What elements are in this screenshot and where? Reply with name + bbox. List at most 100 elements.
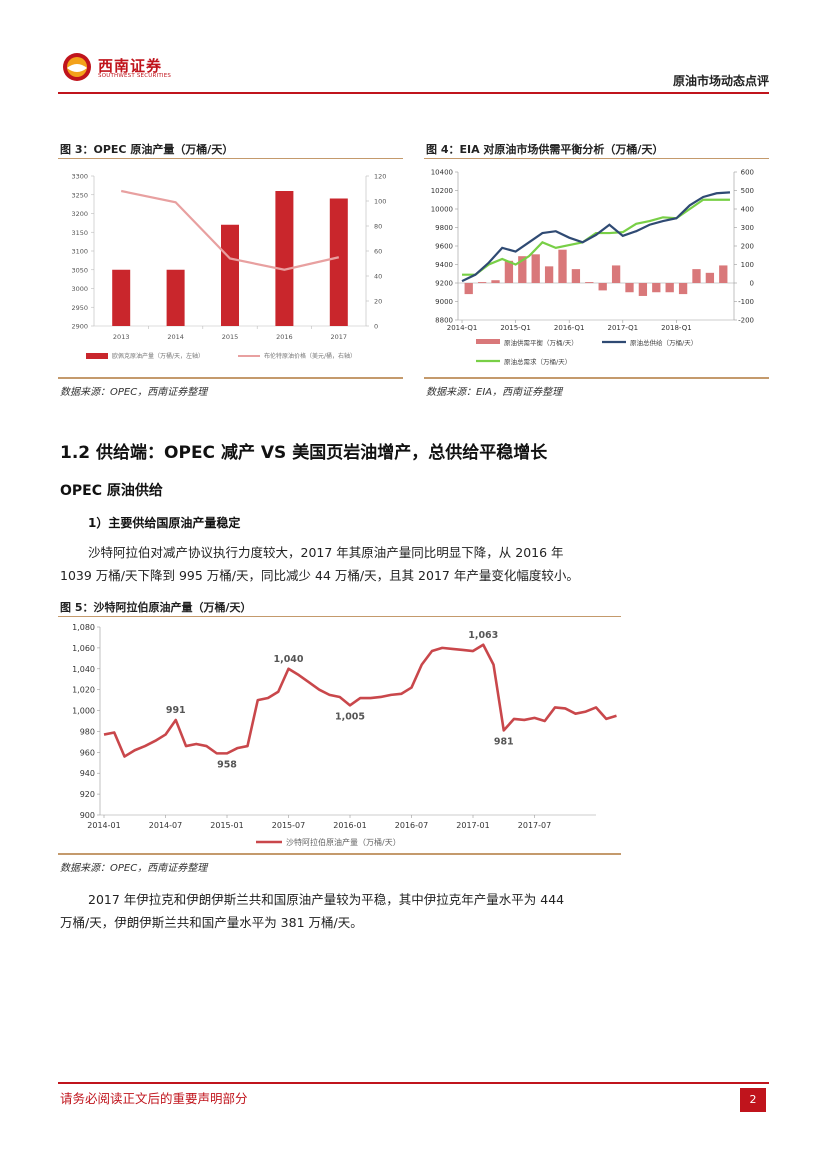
paragraph-1-line-1: 沙特阿拉伯对减产协议执行力度较大，2017 年其原油产量同比明显下降，从 201… xyxy=(88,545,564,560)
fig4-x-tick-label: 2016-Q1 xyxy=(554,324,585,332)
fig5-y-tick-label: 1,080 xyxy=(72,623,95,632)
fig4-bar xyxy=(491,280,500,283)
fig3-line-series xyxy=(120,189,340,271)
page-number: 2 xyxy=(740,1088,766,1112)
fig5-x-tick-label: 2016-07 xyxy=(395,821,428,830)
fig3-bar xyxy=(166,269,185,326)
fig4-demand-line xyxy=(462,198,730,276)
fig5-y-tick-label: 940 xyxy=(80,769,95,778)
fig5-x-tick-label: 2017-07 xyxy=(518,821,551,830)
fig3-y2-tick-label: 100 xyxy=(374,198,386,206)
fig5-title: 图 5：沙特阿拉伯原油产量（万桶/天） xyxy=(60,601,252,614)
fig5-data-label: 981 xyxy=(494,736,514,747)
fig5-x-tick-label: 2014-07 xyxy=(149,821,182,830)
paragraph-1-line-2: 1039 万桶/天下降到 995 万桶/天，同比减少 44 万桶/天，且其 20… xyxy=(60,568,579,583)
footer-disclaimer: 请务必阅读正文后的重要声明部分 xyxy=(60,1091,248,1106)
fig5-y-tick-label: 1,020 xyxy=(72,686,95,695)
fig4-y2-tick-label: -200 xyxy=(738,317,754,325)
fig3-y-tick-label: 3250 xyxy=(71,191,88,199)
fig4-x-tick-label: 2014-Q1 xyxy=(447,324,478,332)
fig3-x-tick-label: 2015 xyxy=(222,333,239,341)
fig3-y2-tick-label: 60 xyxy=(374,248,382,256)
fig4-bar xyxy=(518,256,527,283)
fig4-y2-tick-label: 300 xyxy=(741,224,754,232)
fig3-bar xyxy=(275,191,294,326)
fig4-y2-tick-label: 600 xyxy=(741,169,754,177)
fig4-bar xyxy=(665,283,674,293)
fig4-bar xyxy=(477,282,487,283)
fig4-y2-tick-label: 100 xyxy=(741,261,754,269)
fig4-bottom-rule xyxy=(424,377,769,379)
logo-text-en: SOUTHWEST SECURITIES xyxy=(98,73,172,79)
fig4-bar xyxy=(705,272,715,283)
fig3-y-tick-label: 3150 xyxy=(71,229,88,237)
fig5-y-tick-label: 960 xyxy=(80,748,95,757)
fig3-y2-tick-label: 20 xyxy=(374,298,382,306)
fig3-y2-tick-label: 120 xyxy=(374,173,386,181)
fig5-data-label: 1,063 xyxy=(468,630,498,641)
fig3-y-tick-label: 2900 xyxy=(71,323,88,331)
fig5-y-tick-label: 920 xyxy=(80,790,95,799)
logo-icon xyxy=(62,52,92,82)
fig5-line-series xyxy=(103,643,617,758)
fig3-x-tick-label: 2013 xyxy=(113,333,130,341)
fig3-bar xyxy=(221,224,239,326)
fig5-top-rule xyxy=(58,616,621,617)
fig4-legend-label-demand: 原油总需求（万桶/天） xyxy=(504,357,571,366)
fig4-bar xyxy=(678,283,688,295)
fig5-y-tick-label: 1,000 xyxy=(72,707,95,716)
fig4-legend-label-supply: 原油总供给（万桶/天） xyxy=(630,338,697,347)
fig4-y-tick-label: 8800 xyxy=(435,317,453,325)
fig5-data-label: 995 xyxy=(621,711,622,722)
fig5-data-label: 958 xyxy=(217,759,237,770)
fig3-y2-tick-label: 0 xyxy=(374,323,378,331)
fig5-x-tick-label: 2016-01 xyxy=(333,821,366,830)
fig4-y-tick-label: 9200 xyxy=(435,280,453,288)
fig5-data-label: 1,040 xyxy=(273,654,303,665)
fig3-bottom-rule xyxy=(58,377,403,379)
fig4-bar xyxy=(692,269,701,283)
section-heading: 1.2 供给端：OPEC 减产 VS 美国页岩油增产，总供给平稳增长 xyxy=(60,443,548,463)
fig4-y-tick-label: 9000 xyxy=(435,298,453,306)
fig4-chart: 8800 9000 9200 9400 9600 9800 10000 10200 10400 -… xyxy=(431,169,754,367)
fig3-source: 数据来源：OPEC，西南证券整理 xyxy=(60,387,208,398)
fig5-x-tick-label: 2015-01 xyxy=(210,821,243,830)
fig5-chart: 900 920 940 960 980 1,000 1,020 1,040 1,060 1,080… xyxy=(72,623,622,847)
fig3-legend-swatch-bar xyxy=(86,353,108,359)
fig3-x-tick-label: 2014 xyxy=(167,333,184,341)
fig3-y-tick-label: 2950 xyxy=(71,304,88,312)
fig4-title: 图 4：EIA 对原油市场供需平衡分析（万桶/天） xyxy=(426,143,664,156)
fig5-x-tick-label: 2017-01 xyxy=(456,821,489,830)
fig4-legend-label-bar: 原油供需平衡（万桶/天） xyxy=(504,338,578,347)
fig5-y-tick-label: 900 xyxy=(80,811,95,820)
subsection-heading: OPEC 原油供给 xyxy=(60,483,163,499)
fig4-bar xyxy=(719,265,728,283)
fig3-legend-label-bar: 欧佩克原油产量（万桶/天，左轴） xyxy=(112,352,204,360)
fig4-bar xyxy=(625,283,634,293)
fig3-y-tick-label: 3050 xyxy=(71,266,88,274)
fig5-y-tick-label: 980 xyxy=(80,727,95,736)
fig4-x-tick-label: 2018-Q1 xyxy=(661,324,692,332)
fig4-x-tick-label: 2015-Q1 xyxy=(500,324,531,332)
fig3-y-tick-label: 3300 xyxy=(71,173,88,181)
fig4-bar xyxy=(531,254,540,283)
fig5-data-label: 991 xyxy=(166,705,186,716)
fig4-y2-tick-label: -100 xyxy=(738,298,754,306)
fig4-y-tick-label: 10000 xyxy=(431,206,453,214)
fig4-y-tick-label: 10400 xyxy=(431,169,453,177)
fig4-bar xyxy=(585,282,594,283)
fig3-title: 图 3：OPEC 原油产量（万桶/天） xyxy=(60,143,234,156)
fig3-y-tick-label: 3000 xyxy=(71,285,88,293)
fig5-data-label: 1,005 xyxy=(335,711,365,722)
fig3-y-tick-label: 3200 xyxy=(71,210,88,218)
fig3-chart: 2900 2950 3000 3050 3100 3150 3200 3250 3300 0 20 4… xyxy=(71,173,386,361)
fig4-y2-tick-label: 0 xyxy=(750,280,754,288)
fig4-y2-tick-label: 200 xyxy=(741,243,754,251)
fig4-x-tick-label: 2017-Q1 xyxy=(608,324,639,332)
sub-subsection-heading: 1）主要供给国原油产量稳定 xyxy=(88,516,241,530)
paragraph-2-line-2: 万桶/天，伊朗伊斯兰共和国产量水平为 381 万桶/天。 xyxy=(60,915,363,930)
fig4-y-tick-label: 9800 xyxy=(435,224,453,232)
fig3-bar xyxy=(112,269,131,326)
fig5-y-tick-label: 1,060 xyxy=(72,644,95,653)
header-divider xyxy=(58,92,769,94)
